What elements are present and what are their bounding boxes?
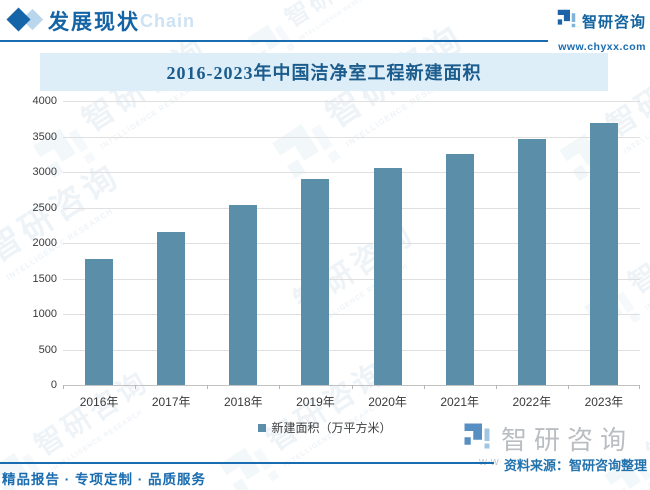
data-source-note: 资料来源：智研咨询整理 <box>503 458 647 473</box>
bar-2018年 <box>229 204 258 385</box>
gridline-3000 <box>63 172 640 173</box>
y-axis-label-1500: 1500 <box>32 272 57 285</box>
chart-legend: 新建面积（万平方米） <box>0 419 650 436</box>
background-word: Chain <box>140 11 196 31</box>
bar-2016年 <box>85 258 114 385</box>
bar-2022年 <box>517 138 546 385</box>
brand-name-gray: 智研咨询 <box>501 425 634 455</box>
x-axis-label-2018年: 2018年 <box>223 395 263 409</box>
gridline-500 <box>63 349 640 351</box>
y-axis-label-3500: 3500 <box>32 130 57 143</box>
y-axis-label-3000: 3000 <box>32 166 57 178</box>
legend-label: 新建面积（万平方米） <box>271 421 392 435</box>
zhiyan-logo-glyph <box>557 9 576 28</box>
x-axis-label-2016年: 2016年 <box>79 395 119 409</box>
watermark-subtext: INTELLIGENCE RESEARCH <box>644 247 650 312</box>
y-axis-label-4000: 4000 <box>32 95 57 107</box>
x-axis-tick <box>639 385 640 389</box>
header-divider <box>0 40 548 42</box>
x-axis-tick <box>351 385 353 389</box>
x-axis-label-2017年: 2017年 <box>151 395 191 409</box>
x-axis-label-2022年: 2022年 <box>512 395 552 409</box>
x-axis-tick <box>495 385 497 389</box>
x-axis-tick <box>135 385 137 389</box>
x-axis-tick <box>279 385 281 389</box>
y-axis-label-0: 0 <box>50 379 57 391</box>
brand-watermark-large: 智研咨询 <box>462 420 633 457</box>
bar-2020年 <box>373 168 402 385</box>
legend-swatch <box>258 423 267 432</box>
x-axis-tick <box>63 385 64 389</box>
x-axis-label-2020年: 2020年 <box>368 395 407 409</box>
x-axis-label-2023年: 2023年 <box>584 395 624 409</box>
chart-title-band: 2016-2023年中国洁净室工程新建面积 <box>40 53 608 91</box>
y-axis-label-2000: 2000 <box>32 237 57 249</box>
chart-title: 2016-2023年中国洁净室工程新建面积 <box>166 63 482 83</box>
y-axis-label-1000: 1000 <box>32 308 57 320</box>
zhiyan-logo-icon <box>462 421 492 456</box>
gridline-1500 <box>63 278 640 280</box>
footer-divider <box>0 462 494 464</box>
x-axis-tick <box>567 385 569 389</box>
zhiyan-logo-glyph <box>464 423 490 449</box>
header: 发展现状 Chain 智研咨询 www.chyxx.com <box>0 0 650 53</box>
zhiyan-logo-icon <box>556 8 577 34</box>
bar-2019年 <box>301 179 330 385</box>
x-axis-label-2021年: 2021年 <box>440 395 480 409</box>
gridline-1000 <box>63 314 640 315</box>
gridline-3500 <box>63 136 640 138</box>
diamond-dark-icon <box>6 7 31 32</box>
x-axis-label-2019年: 2019年 <box>296 395 335 409</box>
section-title: 发展现状 <box>48 11 140 34</box>
gridline-2500 <box>63 207 640 209</box>
bar-2023年 <box>589 123 618 385</box>
footer-services: 精品报告 · 专项定制 · 品质服务 <box>2 472 206 487</box>
brand-logo: 智研咨询 <box>556 8 646 34</box>
gridline-2000 <box>63 243 640 244</box>
bar-2021年 <box>445 153 474 385</box>
brand-website: www.chyxx.com <box>558 41 646 53</box>
x-axis-tick <box>207 385 209 389</box>
bar-2017年 <box>157 232 186 385</box>
y-axis-label-2500: 2500 <box>32 201 57 214</box>
gridline-4000 <box>63 101 640 102</box>
y-axis-label-500: 500 <box>38 343 57 356</box>
plot-area: 0 500 1000 1500 2000 2500 3000 3500 4000 2016年 201… <box>33 95 640 409</box>
x-axis-tick <box>423 385 425 389</box>
brand-name: 智研咨询 <box>581 13 646 31</box>
